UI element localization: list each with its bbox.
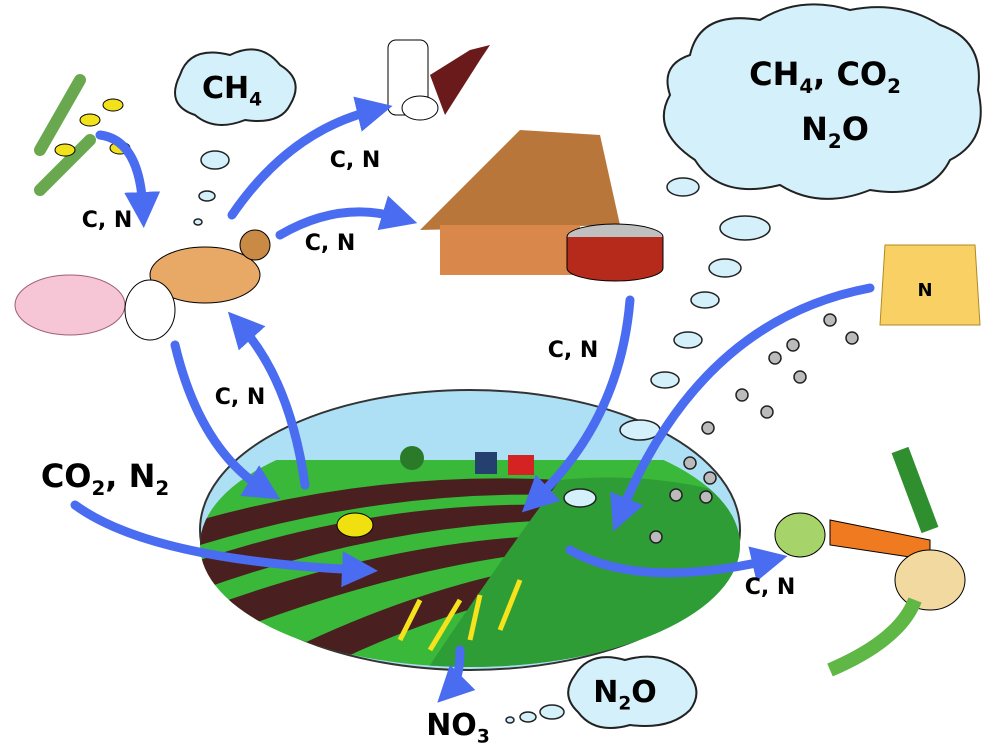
flow-label: N (917, 280, 932, 301)
formula-text: N (801, 110, 828, 148)
formula: CH4, CO2 (749, 55, 901, 98)
formula: NO3 (426, 708, 490, 747)
subscript: 2 (828, 130, 842, 153)
formula: CO2, N2 (41, 457, 169, 500)
flow-label: C, N (330, 148, 381, 173)
formula-text: , N (105, 457, 155, 495)
subscript: 2 (155, 477, 169, 500)
formula-text: NO (426, 708, 477, 743)
formula-text: CH (202, 71, 249, 106)
vegetables (775, 450, 965, 670)
subscript: 2 (887, 75, 901, 98)
food-products (388, 40, 490, 120)
formula-text: , CO (813, 55, 887, 93)
crops (40, 80, 130, 190)
subscript: 2 (618, 694, 631, 715)
flow-label: C, N (305, 231, 356, 256)
formula-text: CH (749, 55, 799, 93)
livestock (15, 230, 270, 340)
formula-text: CO (41, 457, 92, 495)
flow-label: C, N (548, 338, 599, 363)
formula-text: N (593, 675, 618, 710)
flow-label: C, N (82, 208, 133, 233)
diagram: CH4CH4, CO2N2ON2OCO2, N2NO3NC, NC, NC, N… (0, 0, 983, 747)
subscript: 4 (249, 90, 262, 111)
subscript: 3 (477, 727, 490, 747)
flow-label: C, N (745, 575, 796, 600)
barn (420, 130, 663, 281)
flow-label: C, N (215, 385, 266, 410)
formula-text: O (842, 110, 869, 148)
subscript: 2 (92, 477, 106, 500)
subscript: 4 (799, 75, 813, 98)
formula-text: O (631, 675, 657, 710)
